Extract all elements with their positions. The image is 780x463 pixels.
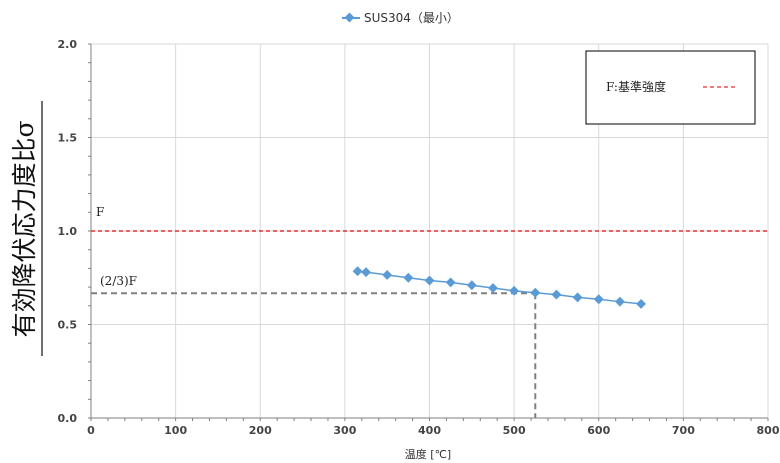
data-point-marker: [352, 266, 363, 277]
reference-lines: [91, 230, 768, 418]
data-point-marker: [572, 292, 583, 303]
top-legend: SUS304（最小）: [342, 11, 459, 25]
data-point-marker: [424, 275, 435, 286]
series-layer: [352, 266, 647, 309]
data-point-marker: [551, 289, 562, 300]
x-tick-label: 200: [249, 424, 272, 437]
x-tick-label: 300: [333, 424, 356, 437]
x-tick-label: 600: [587, 424, 610, 437]
legend-box-label: F:基準強度: [606, 79, 666, 94]
data-point-marker: [488, 283, 498, 293]
x-tick-label: 100: [164, 424, 187, 437]
data-point-marker: [403, 272, 414, 283]
y-tick-label: 0.0: [58, 412, 78, 425]
top-legend-label: SUS304（最小）: [364, 11, 459, 25]
data-point-marker: [445, 277, 456, 288]
y-axis-title-group: 有効降伏応力度比σ: [10, 101, 43, 356]
tick-labels: 0 100 200 300 400 500 600 700 800 0.0 0.5 1.0 1.5 2.0: [58, 38, 780, 437]
y-tick-label: 1.5: [58, 132, 78, 145]
data-point-marker: [593, 294, 604, 305]
data-point-marker: [530, 287, 541, 298]
data-point-marker: [509, 285, 520, 296]
y-tick-label: 2.0: [58, 38, 78, 51]
y-tick-label: 0.5: [58, 319, 78, 332]
x-tick-label: 800: [757, 424, 780, 437]
x-tick-label: 0: [87, 424, 95, 437]
legend-box: F:基準強度: [585, 50, 756, 125]
data-point-marker: [361, 267, 371, 278]
y-axis-title: 有効降伏応力度比σ: [10, 120, 39, 337]
x-tick-label: 400: [418, 424, 441, 437]
ref-label-f: F: [96, 205, 104, 219]
data-point-marker: [382, 269, 393, 280]
data-point-marker: [466, 280, 477, 291]
y-tick-label: 1.0: [58, 225, 78, 238]
ref-label-two-thirds-f: (2/3)F: [100, 274, 137, 288]
data-point-marker: [636, 298, 647, 309]
x-tick-label: 700: [672, 424, 695, 437]
x-axis-title: 温度 [℃]: [405, 447, 451, 461]
x-tick-label: 500: [503, 424, 526, 437]
data-point-marker: [614, 296, 625, 307]
